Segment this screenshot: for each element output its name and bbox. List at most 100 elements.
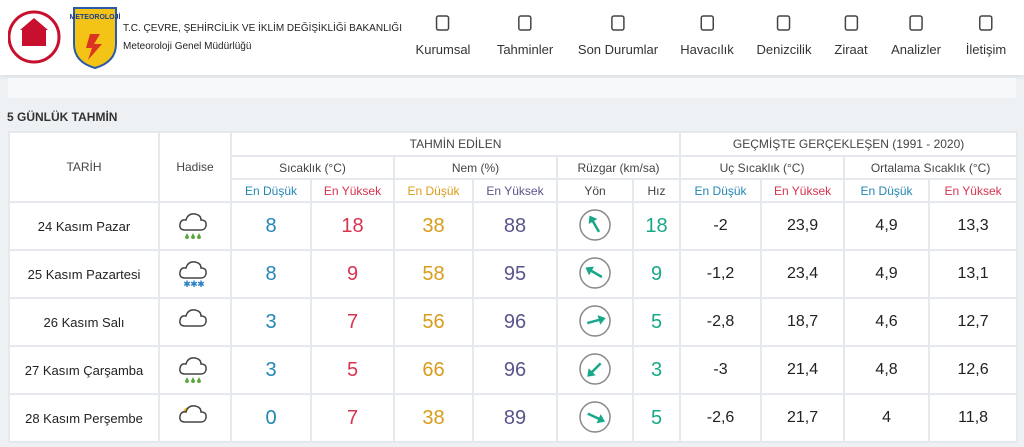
nav-icon <box>909 15 923 31</box>
sub-header: En Düşük <box>393 178 474 203</box>
group-header: Ortalama Sıcaklık (°C) <box>843 155 1019 180</box>
cloud <box>179 260 207 279</box>
value-cell: 4,9 <box>843 201 931 251</box>
value-cell: 66 <box>393 345 474 395</box>
icon-shape <box>436 15 450 31</box>
nav-item[interactable]: Ziraat <box>834 14 868 57</box>
event-cell <box>158 393 232 443</box>
arrow-shaft <box>587 411 601 421</box>
group-header: Rüzgar (km/sa) <box>555 155 682 180</box>
sub-header: En Düşük <box>230 178 312 203</box>
nav-icon <box>611 15 625 31</box>
value-cell: 95 <box>472 249 558 299</box>
nav-label: Tahminler <box>496 42 554 57</box>
data-row: 24 Kasım Pazar 8 18 38 88 18 -2 23,9 4,9 13,3 <box>8 201 1019 251</box>
value-cell: 4,6 <box>843 297 931 347</box>
weather-icon: ✱ ✱ ✱ <box>179 260 207 289</box>
arrow-shaft <box>589 361 602 374</box>
wind-arrow <box>587 411 605 423</box>
sub-header: Hız <box>631 178 682 203</box>
wind-arrow <box>586 314 606 325</box>
ministry: T.C. ÇEVRE, ŞEHİRCİLİK VE İKLİM DEĞİŞİKL… <box>123 23 402 34</box>
wind-icon <box>579 400 611 433</box>
cloud <box>179 404 207 423</box>
data-row: 27 Kasım Çarşamba 3 5 66 96 3 -3 21,4 4,8 12,6 <box>8 345 1019 395</box>
arrow-head <box>588 214 598 224</box>
value-cell: 8 <box>230 249 312 299</box>
value-cell: 0 <box>230 393 312 443</box>
value-cell: 3 <box>230 297 312 347</box>
value-cell: 5 <box>631 393 682 443</box>
weather-icon <box>179 308 207 327</box>
event-cell <box>158 201 232 251</box>
arrow-head <box>596 413 605 423</box>
group-header: Nem (%) <box>393 155 558 180</box>
icon-shape <box>700 15 714 31</box>
header-row: TARİH Hadise TAHMİN EDİLEN GEÇMİŞTE GERÇEKL… <box>8 131 1019 203</box>
nav-item[interactable]: Havacılık <box>680 14 734 57</box>
nav-icon <box>436 15 450 31</box>
value-cell: 23,9 <box>760 201 846 251</box>
value-cell: 18,7 <box>760 297 846 347</box>
weather-icon <box>179 404 207 423</box>
value-cell: 88 <box>472 201 558 251</box>
date-cell: 24 Kasım Pazar <box>8 201 160 251</box>
cloud <box>179 212 207 231</box>
nav-label: İletişim <box>965 42 1007 57</box>
event-cell <box>158 345 232 395</box>
sub-header: En Düşük <box>679 178 763 203</box>
value-cell: 56 <box>393 297 474 347</box>
arrow-shaft <box>589 268 603 278</box>
flake: ✱ <box>197 279 205 289</box>
sub-header: En Yüksek <box>760 178 846 203</box>
value-cell: 96 <box>472 297 558 347</box>
cloud <box>179 356 207 375</box>
sub-header: Yön <box>556 178 634 203</box>
nav-item[interactable]: Kurumsal <box>416 14 470 57</box>
cloud <box>179 308 207 327</box>
date-cell: 27 Kasım Çarşamba <box>8 345 160 395</box>
nav-icon <box>777 15 791 31</box>
header: METEOROLOJİ T.C. ÇEVRE, ŞEHİRCİLİK VE İK… <box>0 0 1024 75</box>
drop <box>185 232 189 239</box>
nav-item[interactable]: Analizler <box>891 14 941 57</box>
value-cell: 18 <box>310 201 395 251</box>
value-cell: 12,6 <box>928 345 1019 395</box>
sub-row: En Düşük En Yüksek En Düşük En Yüksek Yön Hız… <box>9 178 1019 203</box>
flake: ✱ <box>183 279 191 289</box>
date-header: TARİH <box>8 131 160 203</box>
icon-shape <box>611 15 625 31</box>
group-header: Sıcaklık (°C) <box>230 155 395 180</box>
nav-icon <box>979 15 993 31</box>
event-cell <box>158 297 232 347</box>
nav-item[interactable]: Son Durumlar <box>578 14 658 57</box>
value-cell: -2,8 <box>679 297 763 347</box>
arrow-shaft <box>586 317 602 324</box>
icon-shape <box>909 15 923 31</box>
value-cell: 4,9 <box>843 249 931 299</box>
value-cell: -2,6 <box>679 393 763 443</box>
event-cell: ✱ ✱ ✱ <box>158 249 232 299</box>
value-cell: 5 <box>631 297 682 347</box>
value-cell: 23,4 <box>760 249 846 299</box>
sub-header: En Yüksek <box>310 178 395 203</box>
logo-text: METEOROLOJİ <box>70 13 120 21</box>
nav-item[interactable]: Tahminler <box>497 14 553 57</box>
group-header: Uç Sıcaklık (°C) <box>679 155 846 180</box>
value-cell: 4 <box>843 393 931 443</box>
nav-label: Ziraat <box>834 42 868 57</box>
wind-icon <box>579 352 611 385</box>
value-cell: 21,4 <box>760 345 846 395</box>
value-cell: 18 <box>631 201 682 251</box>
nav-item[interactable]: İletişim <box>966 14 1006 57</box>
arrow-shaft <box>590 218 601 233</box>
wind-icon <box>579 304 611 337</box>
department: Meteoroloji Genel Müdürlüğü <box>123 41 252 52</box>
group-row: Sıcaklık (°C) Nem (%) Rüzgar (km/sa) Uç Sıc… <box>9 155 1019 180</box>
nav-item[interactable]: Denizcilik <box>757 14 811 57</box>
value-cell: -2 <box>679 201 763 251</box>
value-cell: 38 <box>393 201 474 251</box>
date-cell: 28 Kasım Perşembe <box>8 393 160 443</box>
drop <box>197 376 201 383</box>
